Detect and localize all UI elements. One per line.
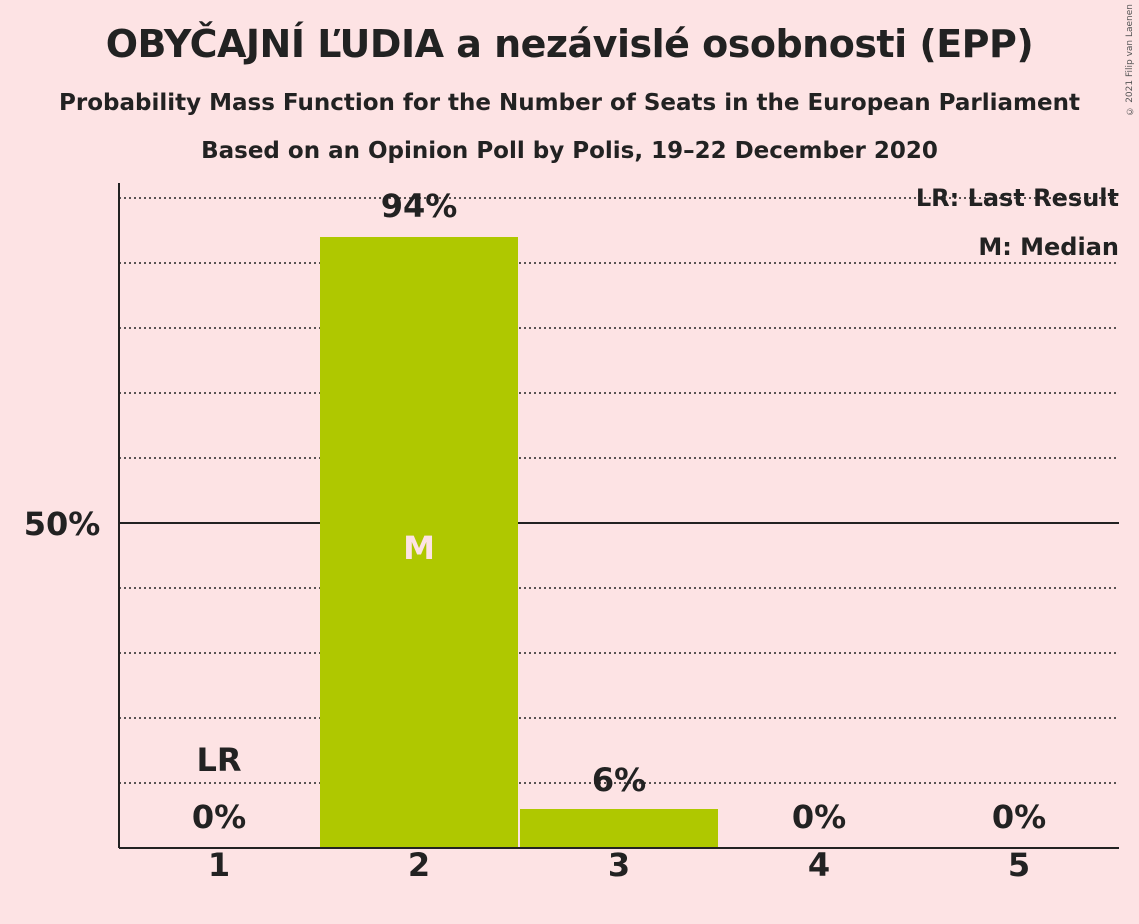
bar-value-label: 6%	[592, 761, 646, 799]
x-tick-label: 2	[408, 846, 430, 884]
last-result-marker: LR	[196, 741, 241, 779]
x-tick-label: 3	[608, 846, 630, 884]
bar-value-label: 94%	[381, 187, 458, 225]
legend-last-result: LR: Last Result	[915, 184, 1119, 212]
bar	[320, 237, 518, 848]
median-marker: M	[403, 529, 435, 567]
bar-value-label: 0%	[192, 798, 246, 836]
bar-value-label: 0%	[992, 798, 1046, 836]
x-tick-label: 4	[808, 846, 830, 884]
bar-value-label: 0%	[792, 798, 846, 836]
y-tick-label: 50%	[24, 505, 101, 543]
chart-title: OBYČAJNÍ ĽUDIA a nezávislé osobnosti (EP…	[105, 22, 1034, 66]
x-tick-label: 1	[208, 846, 230, 884]
chart-subtitle: Probability Mass Function for the Number…	[59, 90, 1080, 116]
legend-median: M: Median	[978, 233, 1119, 261]
chart-source: Based on an Opinion Poll by Polis, 19–22…	[201, 138, 938, 164]
bar	[520, 809, 718, 848]
x-tick-label: 5	[1008, 846, 1030, 884]
